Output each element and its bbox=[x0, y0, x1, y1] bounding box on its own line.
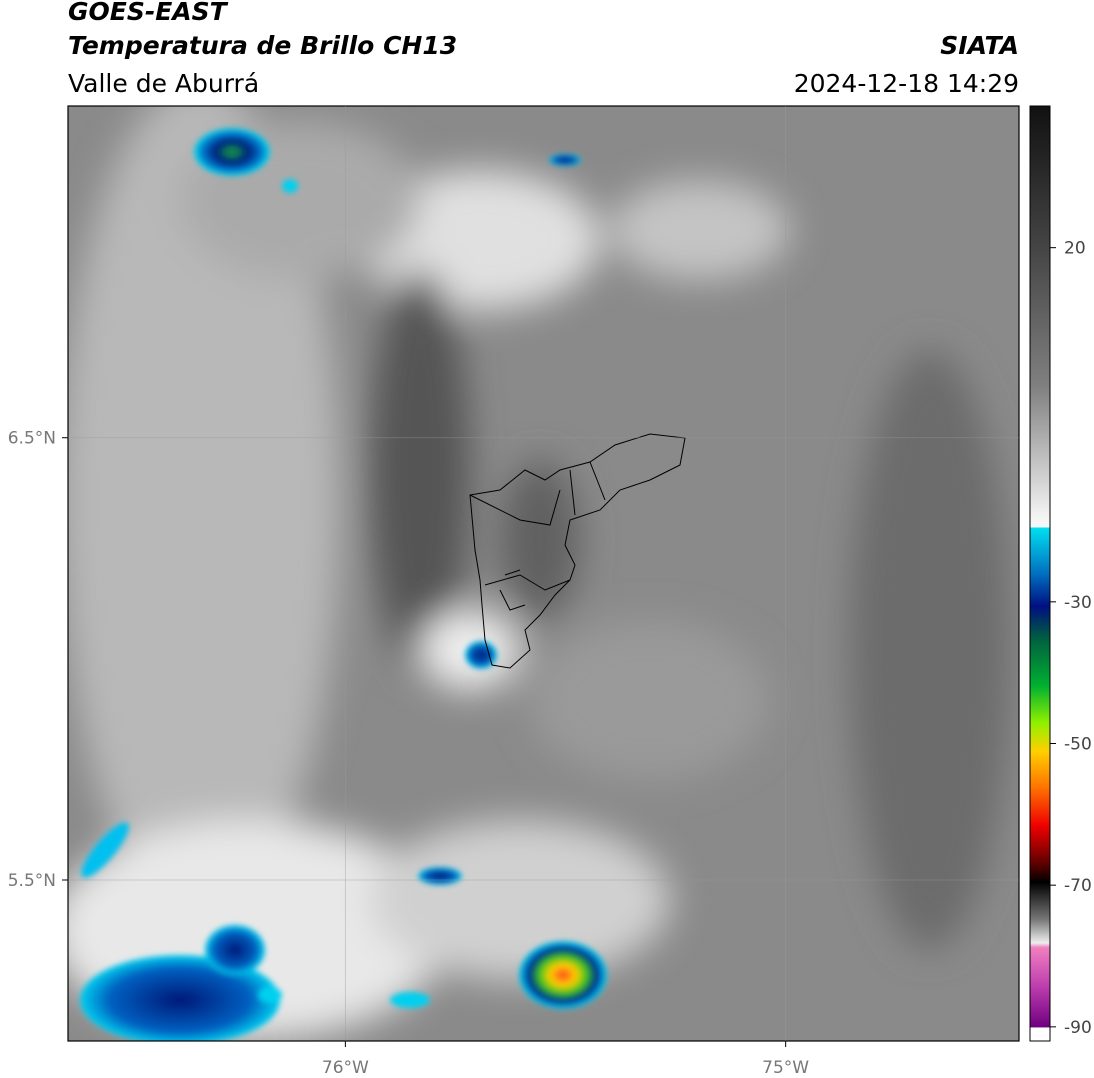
colorbar bbox=[1029, 105, 1051, 1042]
region: Valle de Aburrá bbox=[68, 69, 259, 98]
timestamp: 2024-12-18 14:29 bbox=[794, 69, 1019, 98]
title: GOES-EAST bbox=[68, 0, 229, 26]
subtitle: Temperatura de Brillo CH13 bbox=[68, 31, 457, 60]
source: SIATA bbox=[940, 31, 1019, 60]
y-tick-label: 6.5°N bbox=[8, 429, 56, 449]
colorbar-tick-label: -90 bbox=[1064, 1018, 1092, 1038]
colorbar-tick-label: 20 bbox=[1064, 239, 1086, 259]
colorbar-tick-label: -50 bbox=[1064, 735, 1092, 755]
x-tick-label: 76°W bbox=[322, 1058, 369, 1078]
x-tick-label: 75°W bbox=[762, 1058, 809, 1078]
colorbar-tick-label: -70 bbox=[1064, 876, 1092, 896]
colorbar-tick-label: -30 bbox=[1064, 593, 1092, 613]
y-tick-label: 5.5°N bbox=[8, 871, 56, 891]
satellite-image bbox=[68, 106, 1019, 1041]
map-frame bbox=[67, 105, 1020, 1042]
municipality-outline bbox=[469, 433, 686, 669]
